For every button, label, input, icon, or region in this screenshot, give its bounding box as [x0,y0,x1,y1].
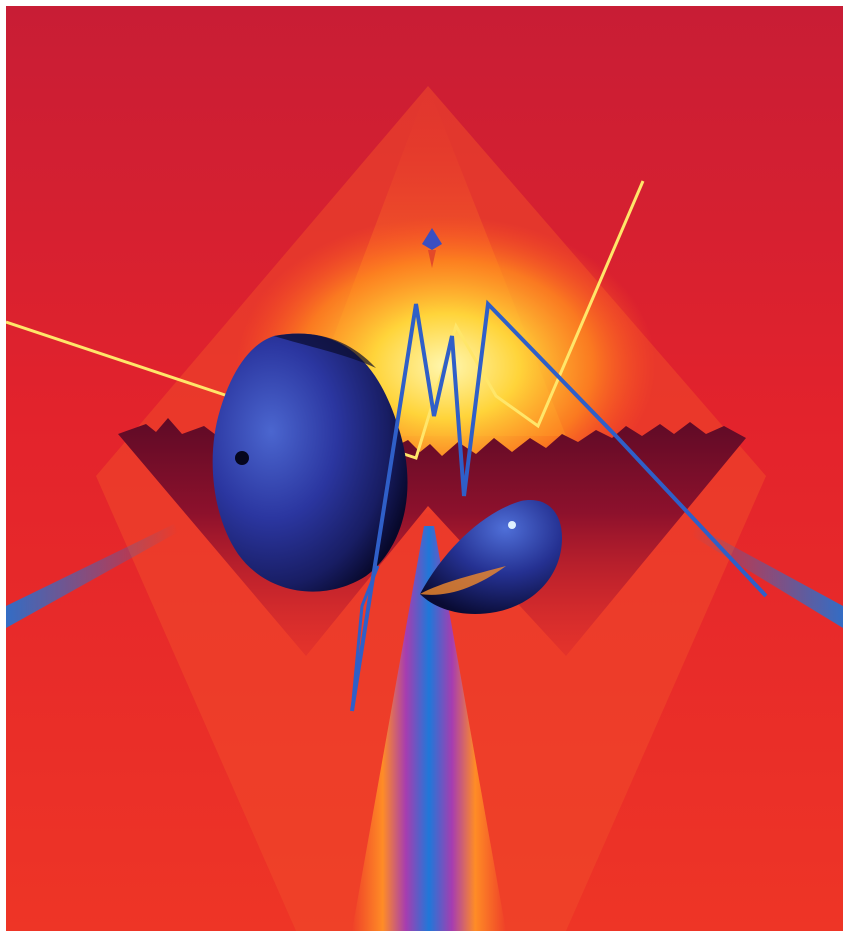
left-blue-ray [6,524,178,628]
sphere-dark-spot [235,451,249,465]
artwork-canvas [6,6,843,931]
blue-zigzag-line-lower [350,565,380,712]
blue-zigzag-line [350,299,768,712]
small-blue-hemisphere [420,500,562,614]
top-arrow-tail [428,250,436,268]
hemisphere-highlight [508,521,516,529]
vertical-light-beam [352,526,506,931]
top-arrow-marker [422,228,442,250]
right-blue-ray [692,526,843,628]
abstract-artwork [6,6,843,931]
large-blue-sphere [212,333,408,592]
